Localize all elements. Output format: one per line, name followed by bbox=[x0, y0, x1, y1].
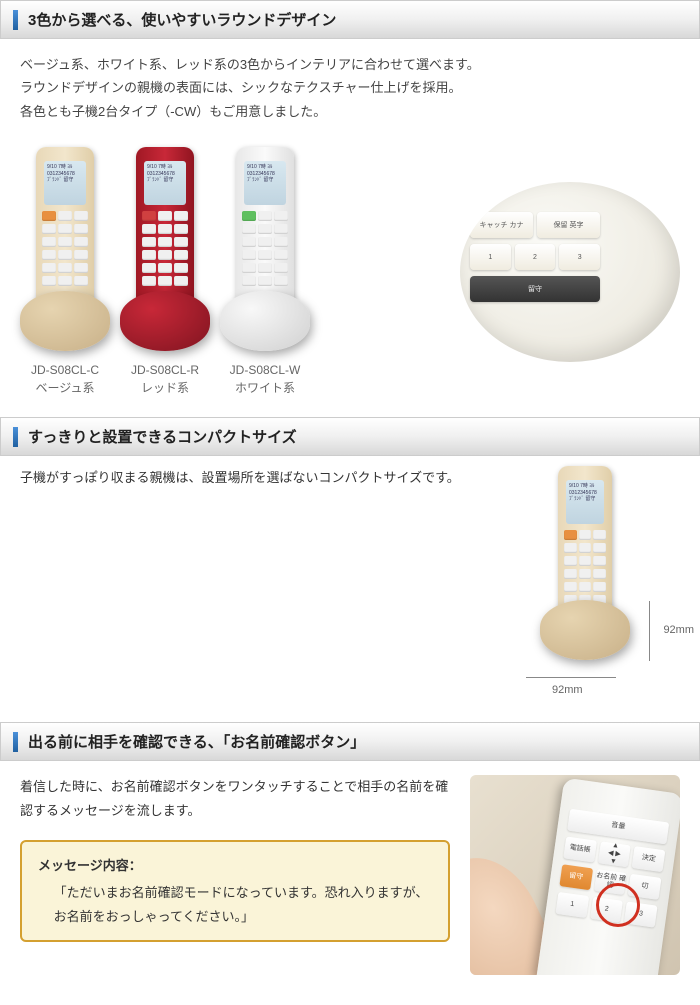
heading-accent bbox=[13, 427, 18, 447]
handset-screen: 9/10 7時 ﾖﾙ 0312345678 ﾌﾞﾗﾝﾄﾞ 留守 bbox=[144, 161, 186, 205]
closeup-key: キャッチ カナ bbox=[470, 212, 533, 238]
colorname-beige: ベージュ系 bbox=[31, 379, 99, 397]
phone-image-red: 9/10 7時 ﾖﾙ 0312345678 ﾌﾞﾗﾝﾄﾞ 留守 bbox=[120, 147, 210, 351]
highlight-circle bbox=[596, 883, 640, 927]
phone-white: 9/10 7時 ﾖﾙ 0312345678 ﾌﾞﾗﾝﾄﾞ 留守 JD-S08CL… bbox=[220, 147, 310, 397]
phone-label-white: JD-S08CL-W ホワイト系 bbox=[230, 361, 301, 397]
base-compact bbox=[540, 600, 630, 660]
heading-accent bbox=[13, 732, 18, 752]
hp-btn-num: 1 bbox=[555, 892, 588, 918]
phone-image-white: 9/10 7時 ﾖﾙ 0312345678 ﾌﾞﾗﾝﾄﾞ 留守 bbox=[220, 147, 310, 351]
phone-label-red: JD-S08CL-R レッド系 bbox=[131, 361, 199, 397]
hp-btn: 決定 bbox=[632, 846, 665, 872]
heading-text-2: すっきりと設置できるコンパクトサイズ bbox=[28, 426, 297, 447]
dim-height: 92mm bbox=[663, 624, 694, 636]
section3-left: 着信した時に、お名前確認ボタンをワンタッチすることで相手の名前を確認するメッセー… bbox=[20, 775, 450, 975]
heading-accent bbox=[13, 10, 18, 30]
base-red bbox=[120, 291, 210, 351]
message-title: メッセージ内容： bbox=[38, 854, 432, 877]
closeup-key: 2 bbox=[515, 244, 556, 270]
handset-screen: 9/10 7時 ﾖﾙ 0312345678 ﾌﾞﾗﾝﾄﾞ 留守 bbox=[244, 161, 286, 205]
dim-width: 92mm bbox=[552, 684, 583, 696]
heading-bar-2: すっきりと設置できるコンパクトサイズ bbox=[0, 417, 700, 456]
section3-body: 着信した時に、お名前確認ボタンをワンタッチすることで相手の名前を確認するメッセー… bbox=[20, 775, 450, 822]
handset-buttons bbox=[142, 211, 188, 299]
handset-buttons bbox=[242, 211, 288, 299]
base-beige bbox=[20, 291, 110, 351]
closeup-texture: キャッチ カナ 保留 英字 1 2 3 留守 bbox=[460, 182, 680, 362]
closeup-key-dark: 留守 bbox=[470, 276, 600, 302]
closeup-key: 3 bbox=[559, 244, 600, 270]
message-content: 「ただいまお名前確認モードになっています。恐れ入りますが、お名前をおっしゃってく… bbox=[38, 881, 432, 928]
section-colors: 3色から選べる、使いやすいラウンドデザイン ベージュ系、ホワイト系、レッド系の3… bbox=[0, 0, 700, 401]
handset-red: 9/10 7時 ﾖﾙ 0312345678 ﾌﾞﾗﾝﾄﾞ 留守 bbox=[136, 147, 194, 307]
phones-row: 9/10 7時 ﾖﾙ 0312345678 ﾌﾞﾗﾝﾄﾞ 留守 JD-S08CL… bbox=[0, 137, 700, 401]
heading-bar-1: 3色から選べる、使いやすいラウンドデザイン bbox=[0, 0, 700, 39]
section-compact: すっきりと設置できるコンパクトサイズ 子機がすっぽり収まる親機は、設置場所を選ば… bbox=[0, 417, 700, 706]
handset-buttons bbox=[42, 211, 88, 299]
hp-btn-center: ▲◀ ▶▼ bbox=[598, 841, 631, 867]
section3-image: 音量 電話帳 ▲◀ ▶▼ 決定 留守 お名前 確認 切 1 2 3 bbox=[470, 775, 680, 975]
model-red: JD-S08CL-R bbox=[131, 361, 199, 379]
hand-phone: 音量 電話帳 ▲◀ ▶▼ 決定 留守 お名前 確認 切 1 2 3 bbox=[537, 778, 680, 975]
closeup-keys: キャッチ カナ 保留 英字 1 2 3 留守 bbox=[470, 212, 600, 308]
handset-screen: 9/10 7時 ﾖﾙ 0312345678 ﾌﾞﾗﾝﾄﾞ 留守 bbox=[44, 161, 86, 205]
dim-line-v bbox=[649, 601, 650, 661]
phone-label-beige: JD-S08CL-C ベージュ系 bbox=[31, 361, 99, 397]
section2-row: 子機がすっぽり収まる親機は、設置場所を選ばないコンパクトサイズです。 9/10 … bbox=[0, 456, 700, 706]
heading-text-1: 3色から選べる、使いやすいラウンドデザイン bbox=[28, 9, 336, 30]
handset-beige: 9/10 7時 ﾖﾙ 0312345678 ﾌﾞﾗﾝﾄﾞ 留守 bbox=[36, 147, 94, 307]
message-box: メッセージ内容： 「ただいまお名前確認モードになっています。恐れ入りますが、お名… bbox=[20, 840, 450, 942]
handset-buttons bbox=[564, 530, 606, 608]
dim-line-h bbox=[526, 677, 616, 678]
heading-bar-3: 出る前に相手を確認できる、「お名前確認ボタン」 bbox=[0, 722, 700, 761]
section-name-confirm: 出る前に相手を確認できる、「お名前確認ボタン」 着信した時に、お名前確認ボタンを… bbox=[0, 722, 700, 989]
handset-compact: 9/10 7時 ﾖﾙ 0312345678 ﾌﾞﾗﾝﾄﾞ 留守 bbox=[558, 466, 612, 616]
base-white bbox=[220, 291, 310, 351]
section2-body: 子機がすっぽり収まる親機は、設置場所を選ばないコンパクトサイズです。 bbox=[20, 466, 470, 696]
closeup-key: 保留 英字 bbox=[537, 212, 600, 238]
model-white: JD-S08CL-W bbox=[230, 361, 301, 379]
model-beige: JD-S08CL-C bbox=[31, 361, 99, 379]
phone-red: 9/10 7時 ﾖﾙ 0312345678 ﾌﾞﾗﾝﾄﾞ 留守 JD-S08CL… bbox=[120, 147, 210, 397]
handset-screen: 9/10 7時 ﾖﾙ 0312345678 ﾌﾞﾗﾝﾄﾞ 留守 bbox=[566, 480, 604, 524]
hp-btn-orange: 留守 bbox=[559, 864, 592, 890]
phone-beige: 9/10 7時 ﾖﾙ 0312345678 ﾌﾞﾗﾝﾄﾞ 留守 JD-S08CL… bbox=[20, 147, 110, 397]
colorname-red: レッド系 bbox=[131, 379, 199, 397]
hp-btn: 電話帳 bbox=[563, 837, 596, 863]
closeup-key: 1 bbox=[470, 244, 511, 270]
colorname-white: ホワイト系 bbox=[230, 379, 301, 397]
section3-row: 着信した時に、お名前確認ボタンをワンタッチすることで相手の名前を確認するメッセー… bbox=[0, 761, 700, 989]
handset-white: 9/10 7時 ﾖﾙ 0312345678 ﾌﾞﾗﾝﾄﾞ 留守 bbox=[236, 147, 294, 307]
section2-image: 9/10 7時 ﾖﾙ 0312345678 ﾌﾞﾗﾝﾄﾞ 留守 92mm 92m… bbox=[500, 466, 680, 696]
heading-text-3: 出る前に相手を確認できる、「お名前確認ボタン」 bbox=[28, 731, 365, 752]
section1-body: ベージュ系、ホワイト系、レッド系の3色からインテリアに合わせて選べます。 ラウン… bbox=[0, 39, 700, 137]
phone-image-beige: 9/10 7時 ﾖﾙ 0312345678 ﾌﾞﾗﾝﾄﾞ 留守 bbox=[20, 147, 110, 351]
